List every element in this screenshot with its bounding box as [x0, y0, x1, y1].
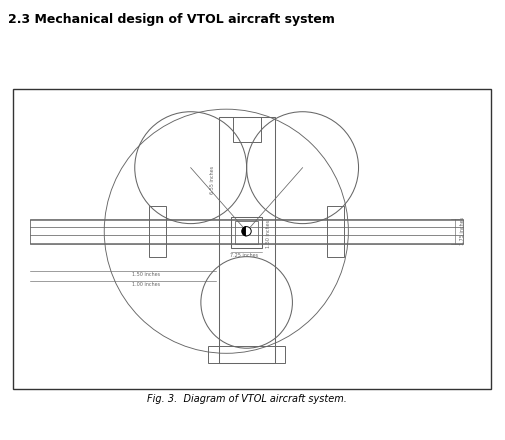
Text: 1.00 inches: 1.00 inches	[132, 282, 160, 287]
Polygon shape	[246, 227, 250, 236]
Bar	[231, 217, 262, 248]
Bar	[13, 89, 490, 389]
Polygon shape	[241, 227, 246, 236]
Text: 7.25 inches: 7.25 inches	[230, 253, 258, 258]
Bar	[149, 206, 166, 257]
Bar	[232, 117, 260, 142]
Text: Fig. 3.  Diagram of VTOL aircraft system.: Fig. 3. Diagram of VTOL aircraft system.	[146, 394, 346, 404]
Bar	[327, 206, 343, 257]
Bar	[235, 221, 258, 244]
Bar	[218, 117, 274, 363]
Text: 1.50 inches: 1.50 inches	[265, 220, 270, 248]
Text: 1.75 inches: 1.75 inches	[460, 217, 464, 246]
Text: 6.55 inches: 6.55 inches	[210, 166, 215, 194]
Text: 2.3 Mechanical design of VTOL aircraft system: 2.3 Mechanical design of VTOL aircraft s…	[8, 13, 334, 26]
Bar	[208, 346, 284, 363]
Text: 1.50 inches: 1.50 inches	[132, 272, 160, 277]
Bar	[30, 219, 462, 244]
